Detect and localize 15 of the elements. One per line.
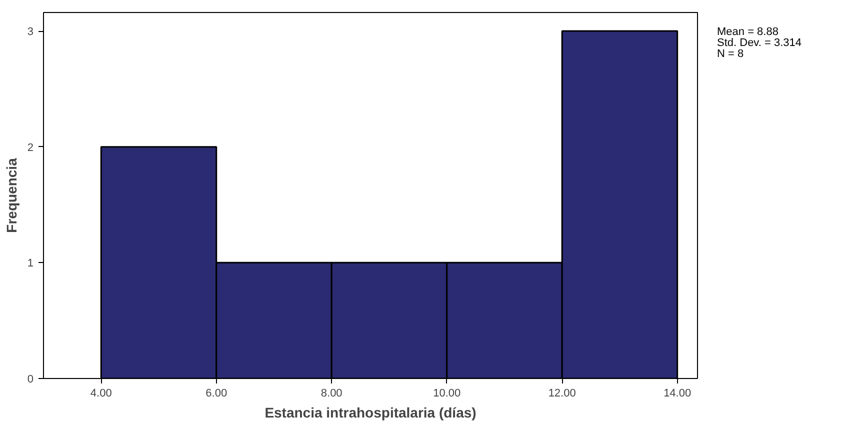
text: Std. Dev. = 3.314 (717, 37, 802, 49)
text: N = 8 (717, 48, 745, 60)
x-tick-label: 4.00 (90, 388, 112, 400)
y-tick-label: 0 (27, 374, 34, 386)
x-tick-label: 10.00 (433, 388, 461, 400)
x-tick-label: 12.00 (548, 388, 576, 400)
x-tick-label: 14.00 (664, 388, 692, 400)
y-tick-label: 2 (27, 142, 34, 154)
y-tick-label: 3 (27, 26, 34, 38)
y-axis-title: Frequencia (3, 158, 20, 233)
x-axis-title: Estancia intrahospitalaria (días) (264, 404, 476, 420)
x-tick-label: 8.00 (320, 388, 342, 400)
text: Mean = 8.88 (717, 26, 780, 38)
x-tick-label: 6.00 (206, 388, 228, 400)
y-tick-label: 1 (27, 258, 34, 270)
